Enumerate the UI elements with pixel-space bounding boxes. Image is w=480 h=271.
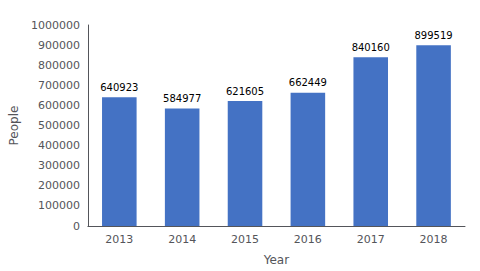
svg-text:People: People	[7, 106, 21, 146]
svg-text:662449: 662449	[289, 77, 327, 88]
svg-text:640923: 640923	[100, 82, 138, 93]
svg-text:Year: Year	[263, 253, 289, 267]
svg-text:700000: 700000	[38, 79, 80, 92]
svg-text:300000: 300000	[38, 159, 80, 172]
svg-text:0: 0	[73, 220, 80, 233]
svg-text:2018: 2018	[420, 233, 448, 246]
svg-text:840160: 840160	[352, 42, 390, 53]
svg-text:100000: 100000	[38, 199, 80, 212]
svg-text:2013: 2013	[105, 233, 133, 246]
svg-text:900000: 900000	[38, 39, 80, 52]
svg-text:899519: 899519	[414, 30, 452, 41]
svg-text:2015: 2015	[231, 233, 259, 246]
svg-text:1000000: 1000000	[31, 19, 80, 32]
svg-text:584977: 584977	[163, 93, 201, 104]
svg-text:621605: 621605	[226, 86, 264, 97]
svg-text:400000: 400000	[38, 139, 80, 152]
svg-text:2016: 2016	[294, 233, 322, 246]
svg-text:800000: 800000	[38, 59, 80, 72]
svg-text:2014: 2014	[168, 233, 196, 246]
svg-text:600000: 600000	[38, 99, 80, 112]
svg-text:2017: 2017	[357, 233, 385, 246]
svg-text:200000: 200000	[38, 179, 80, 192]
svg-text:500000: 500000	[38, 119, 80, 132]
